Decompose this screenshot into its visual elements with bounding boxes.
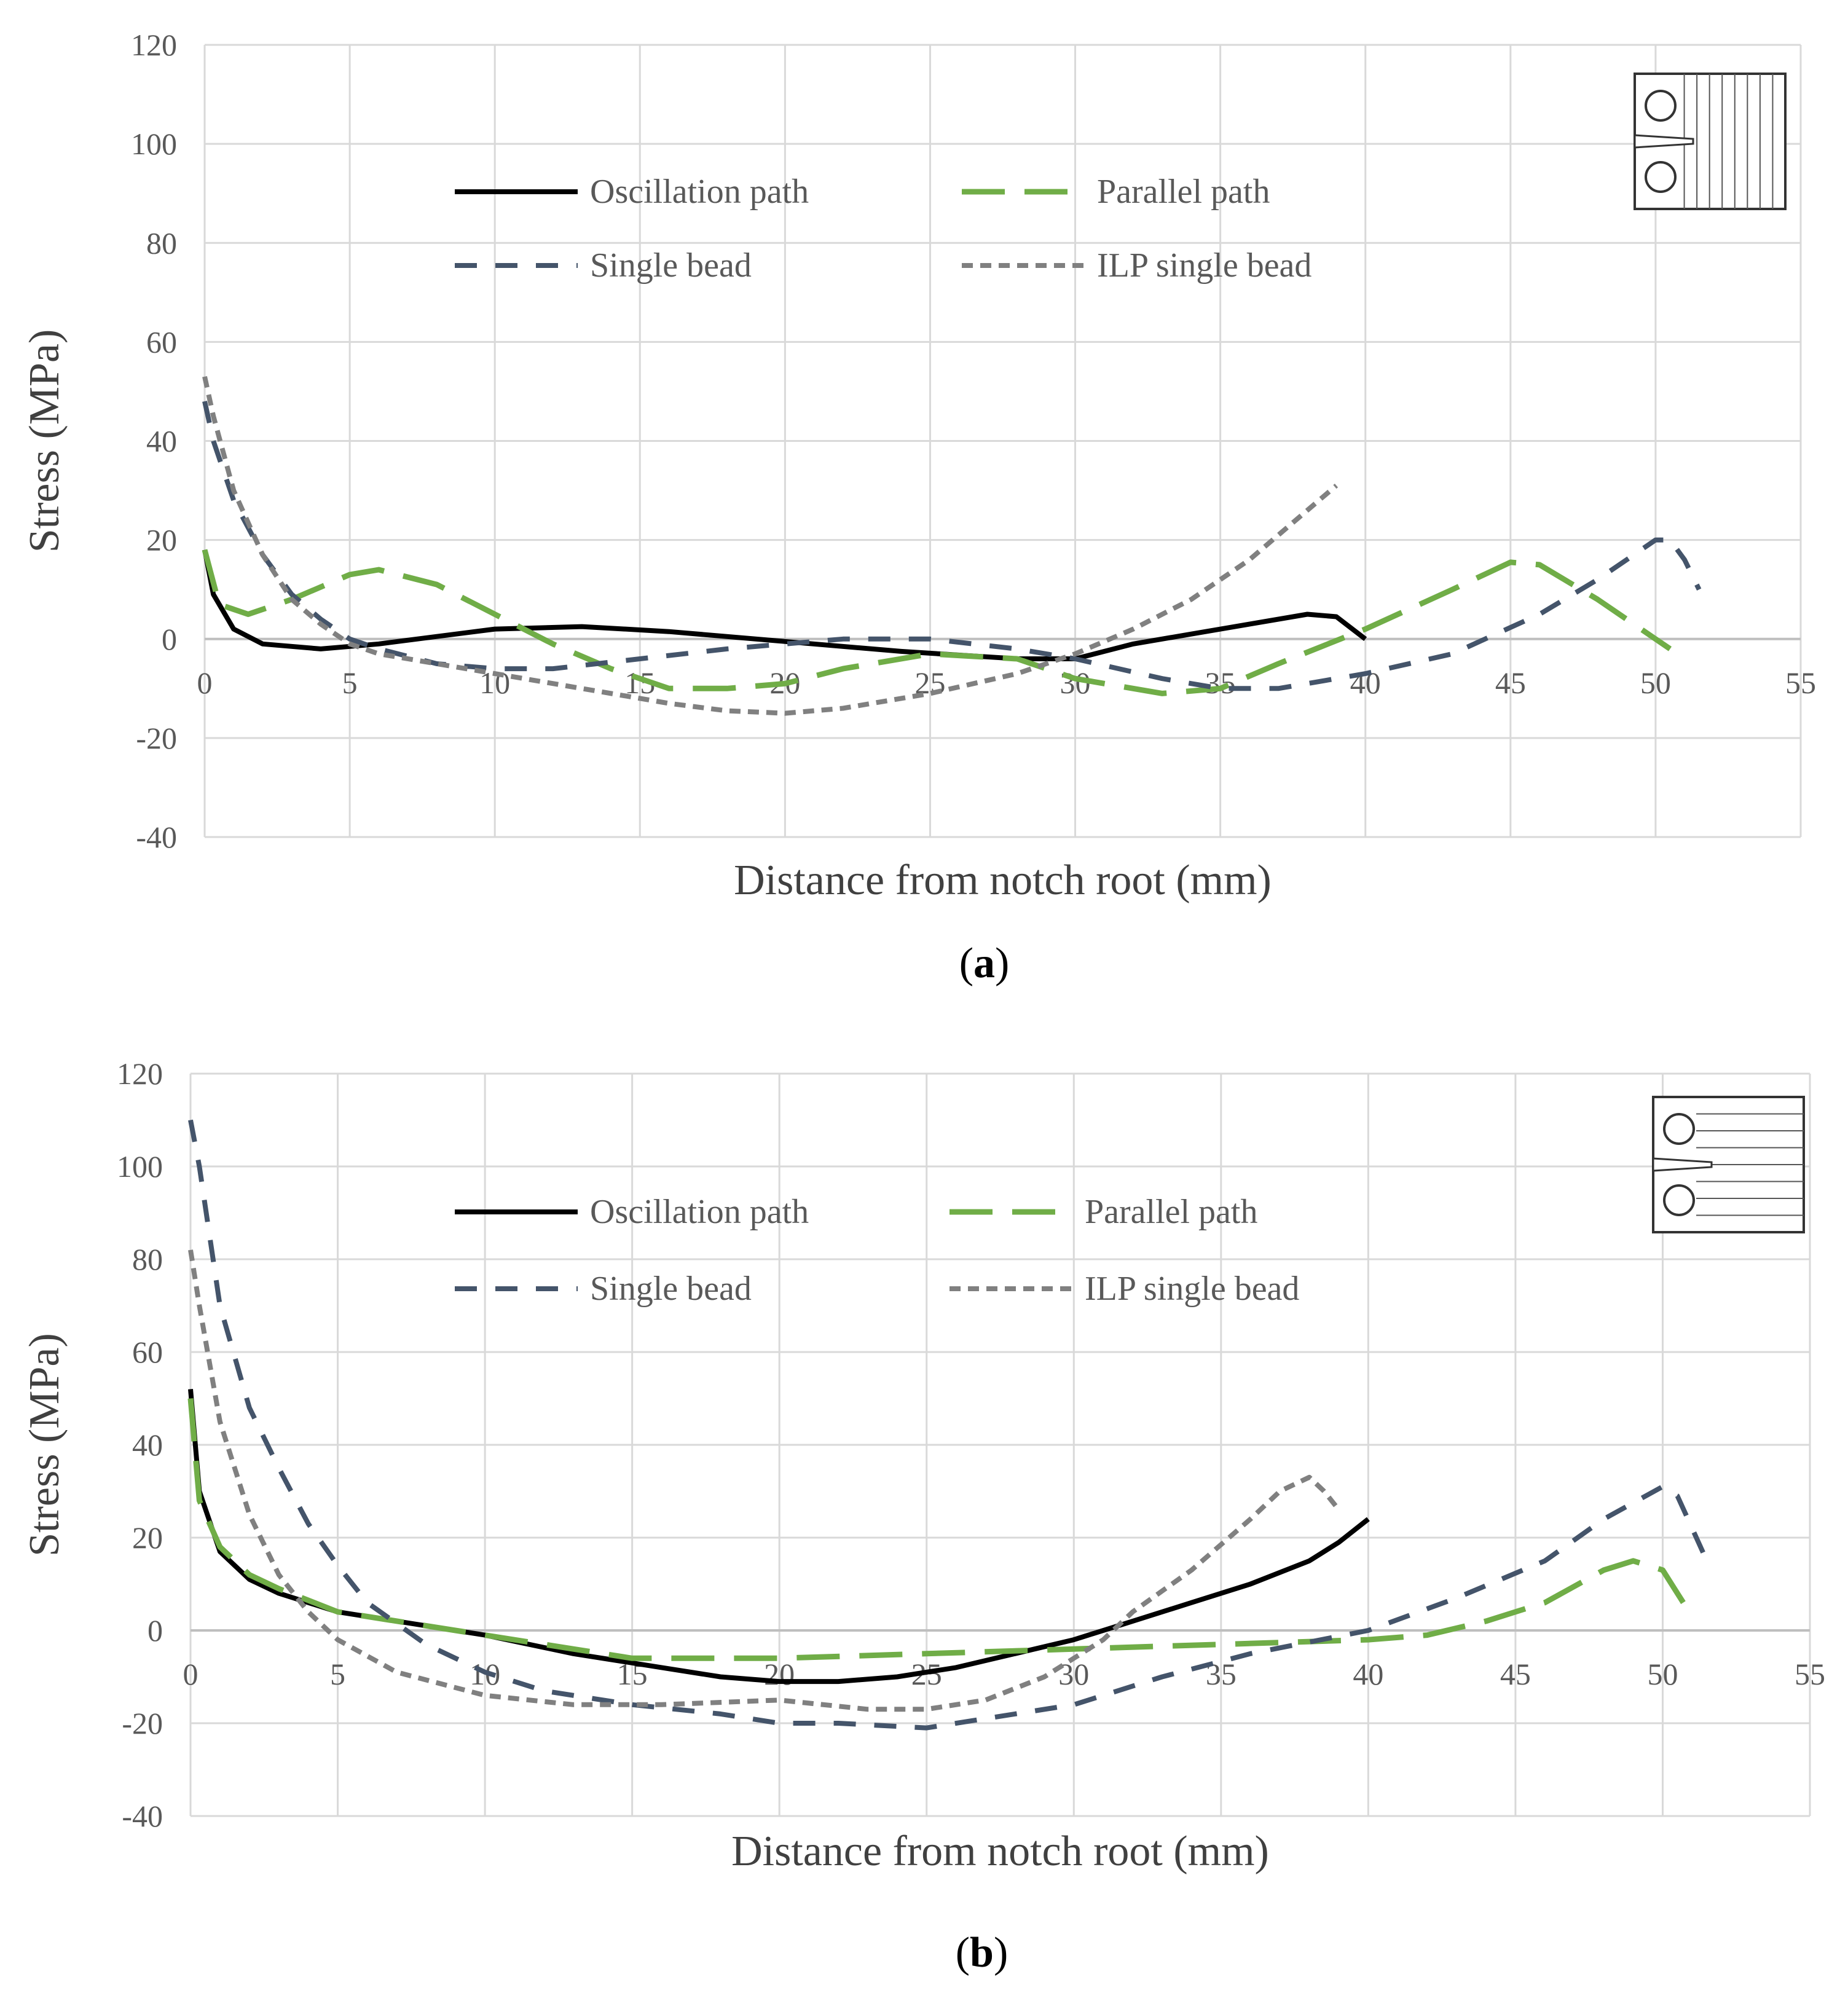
series-line-single-bead	[188, 1119, 1709, 1731]
legend-label: Single bead	[590, 246, 752, 285]
y-tick-label: -40	[136, 820, 177, 854]
y-tick-label: 120	[117, 1056, 163, 1091]
y-axis-title: Stress (MPa)	[21, 1333, 68, 1557]
legend-label: ILP single bead	[1085, 1270, 1299, 1308]
x-tick-label: 0	[183, 1657, 199, 1691]
x-tick-label: 30	[1058, 1657, 1089, 1691]
x-axis-title: Distance from notch root (mm)	[734, 857, 1272, 904]
series-line-ilp-single-bead	[202, 375, 1339, 716]
x-tick-label: 50	[1647, 1657, 1678, 1691]
legend-label: Parallel path	[1085, 1193, 1257, 1231]
specimen-inset-diagram	[1652, 1096, 1805, 1233]
specimen-inset-diagram	[1634, 73, 1787, 210]
series-line-oscillation-path	[188, 1389, 1370, 1685]
y-tick-label: 0	[162, 622, 177, 656]
panel-caption: (a)	[959, 940, 1010, 987]
x-tick-label: 20	[764, 1657, 795, 1691]
x-tick-label: 5	[330, 1657, 345, 1691]
y-tick-label: 20	[146, 523, 177, 557]
y-tick-label: 100	[117, 1149, 163, 1184]
y-tick-label: 40	[132, 1428, 163, 1462]
y-tick-label: 80	[132, 1242, 163, 1276]
legend-label: Single bead	[590, 1270, 752, 1308]
x-tick-label: 55	[1785, 666, 1816, 700]
y-tick-label: 80	[146, 226, 177, 260]
y-tick-label: 120	[131, 28, 177, 62]
panel-caption: (b)	[956, 1929, 1009, 1976]
y-tick-label: 60	[146, 324, 177, 359]
legend-label: Parallel path	[1097, 173, 1270, 211]
x-axis-title: Distance from notch root (mm)	[731, 1828, 1269, 1875]
x-tick-label: 45	[1495, 666, 1526, 700]
y-tick-label: -20	[122, 1706, 163, 1740]
y-tick-label: -20	[136, 721, 177, 755]
x-tick-label: 45	[1500, 1657, 1531, 1691]
x-tick-label: 40	[1350, 666, 1381, 700]
series-line-parallel-path	[187, 1398, 1689, 1661]
x-tick-label: 40	[1353, 1657, 1383, 1691]
x-tick-label: 0	[197, 666, 213, 700]
x-tick-label: 5	[342, 666, 358, 700]
legend-label: ILP single bead	[1097, 246, 1311, 285]
y-tick-label: 20	[132, 1520, 163, 1555]
legend-label: Oscillation path	[590, 1193, 809, 1231]
x-tick-label: 35	[1205, 666, 1236, 700]
y-tick-label: 0	[147, 1613, 163, 1648]
y-tick-label: 100	[131, 127, 177, 161]
x-tick-label: 50	[1640, 666, 1671, 700]
series-line-single-bead	[202, 401, 1702, 691]
series-line-oscillation-path	[202, 549, 1367, 661]
legend-label: Oscillation path	[590, 173, 809, 211]
x-tick-label: 55	[1795, 1657, 1825, 1691]
y-tick-label: -40	[122, 1799, 163, 1833]
series-line-parallel-path	[202, 549, 1672, 696]
y-tick-label: 40	[146, 424, 177, 458]
y-tick-label: 60	[132, 1335, 163, 1369]
series-line-ilp-single-bead	[188, 1249, 1341, 1712]
y-axis-title: Stress (MPa)	[21, 329, 68, 553]
